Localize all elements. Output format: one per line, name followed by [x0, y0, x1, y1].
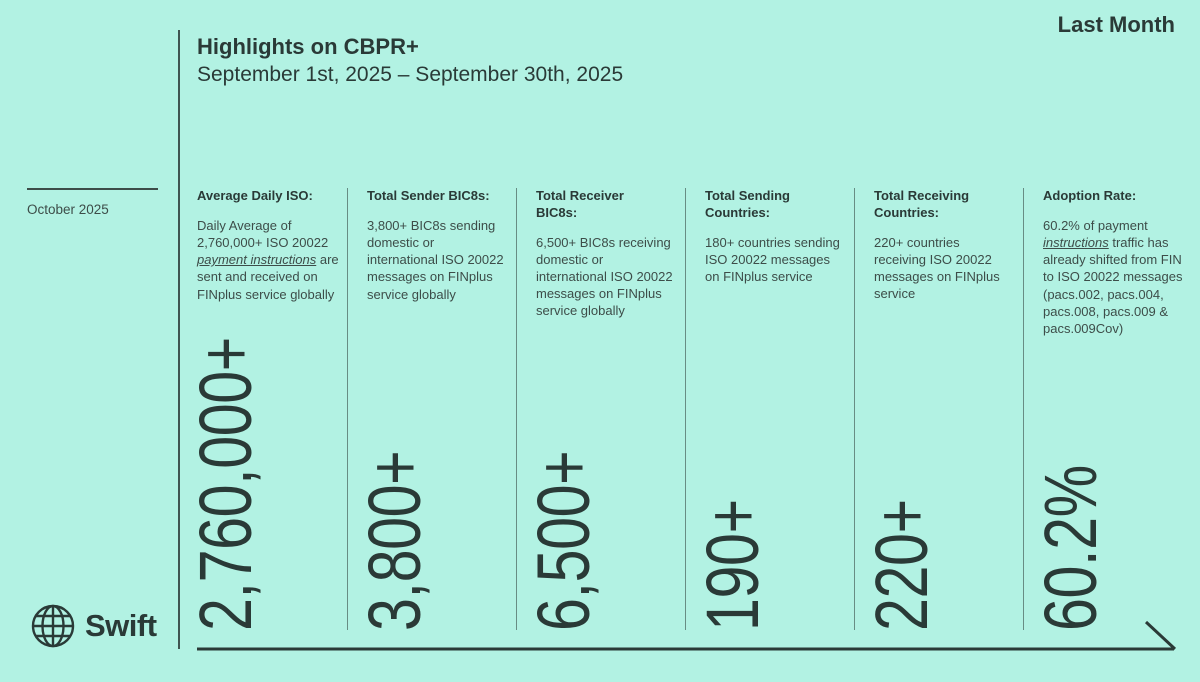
column-body: 220+ countries receiving ISO 20022 messa… [874, 234, 1000, 302]
last-month-badge: Last Month [1057, 12, 1175, 37]
brand-name: Swift [85, 608, 157, 643]
big-number: 220+ [860, 499, 943, 631]
swift-logo: Swift [30, 603, 157, 649]
column-header: Total Receiving Countries: [874, 188, 970, 220]
column-body: 3,800+ BIC8s sending domestic or interna… [367, 217, 504, 302]
page-title: Highlights on CBPR+ [197, 34, 419, 59]
kpi-column-total-sending-countries: Total Sending Countries: 180+ countries … [685, 188, 854, 630]
kpi-column-total-receiving-countries: Total Receiving Countries: 220+ countrie… [854, 188, 1023, 630]
vertical-axis-line [178, 30, 180, 649]
column-header: Total Sender BIC8s: [367, 188, 490, 203]
kpi-column-total-receiver-bic8s: Total Receiver BIC8s: 6,500+ BIC8s recei… [516, 188, 685, 630]
kpi-column-total-sender-bic8s: Total Sender BIC8s: 3,800+ BIC8s sending… [347, 188, 516, 630]
title-block: Highlights on CBPR+ September 1st, 2025 … [197, 34, 623, 89]
column-header: Average Daily ISO: [197, 188, 313, 203]
column-body: 60.2% of payment instructions traffic ha… [1043, 217, 1183, 336]
date-label: October 2025 [27, 202, 109, 217]
column-header: Total Sending Countries: [705, 188, 790, 220]
column-header: Total Receiver BIC8s: [536, 188, 624, 220]
column-body: Daily Average of 2,760,000+ ISO 20022 pa… [197, 217, 339, 302]
big-number: 190+ [691, 499, 774, 631]
big-number: 6,500+ [522, 450, 605, 631]
page-subtitle: September 1st, 2025 – September 30th, 20… [197, 63, 624, 87]
date-rule-line [27, 188, 158, 190]
globe-icon [31, 604, 75, 648]
big-number: 2,760,000+ [184, 337, 267, 631]
kpi-columns: Average Daily ISO: Daily Average of 2,76… [178, 188, 1192, 630]
big-number: 3,800+ [353, 450, 436, 631]
big-number: 60.2% [1029, 465, 1112, 631]
kpi-column-average-daily-iso: Average Daily ISO: Daily Average of 2,76… [178, 188, 347, 630]
column-header: Adoption Rate: [1043, 188, 1137, 203]
kpi-column-adoption-rate: Adoption Rate: 60.2% of payment instruct… [1023, 188, 1192, 630]
bottom-axis-arrow [197, 620, 1177, 651]
column-body: 6,500+ BIC8s receiving domestic or inter… [536, 234, 673, 319]
column-body: 180+ countries sending ISO 20022 message… [705, 234, 840, 285]
